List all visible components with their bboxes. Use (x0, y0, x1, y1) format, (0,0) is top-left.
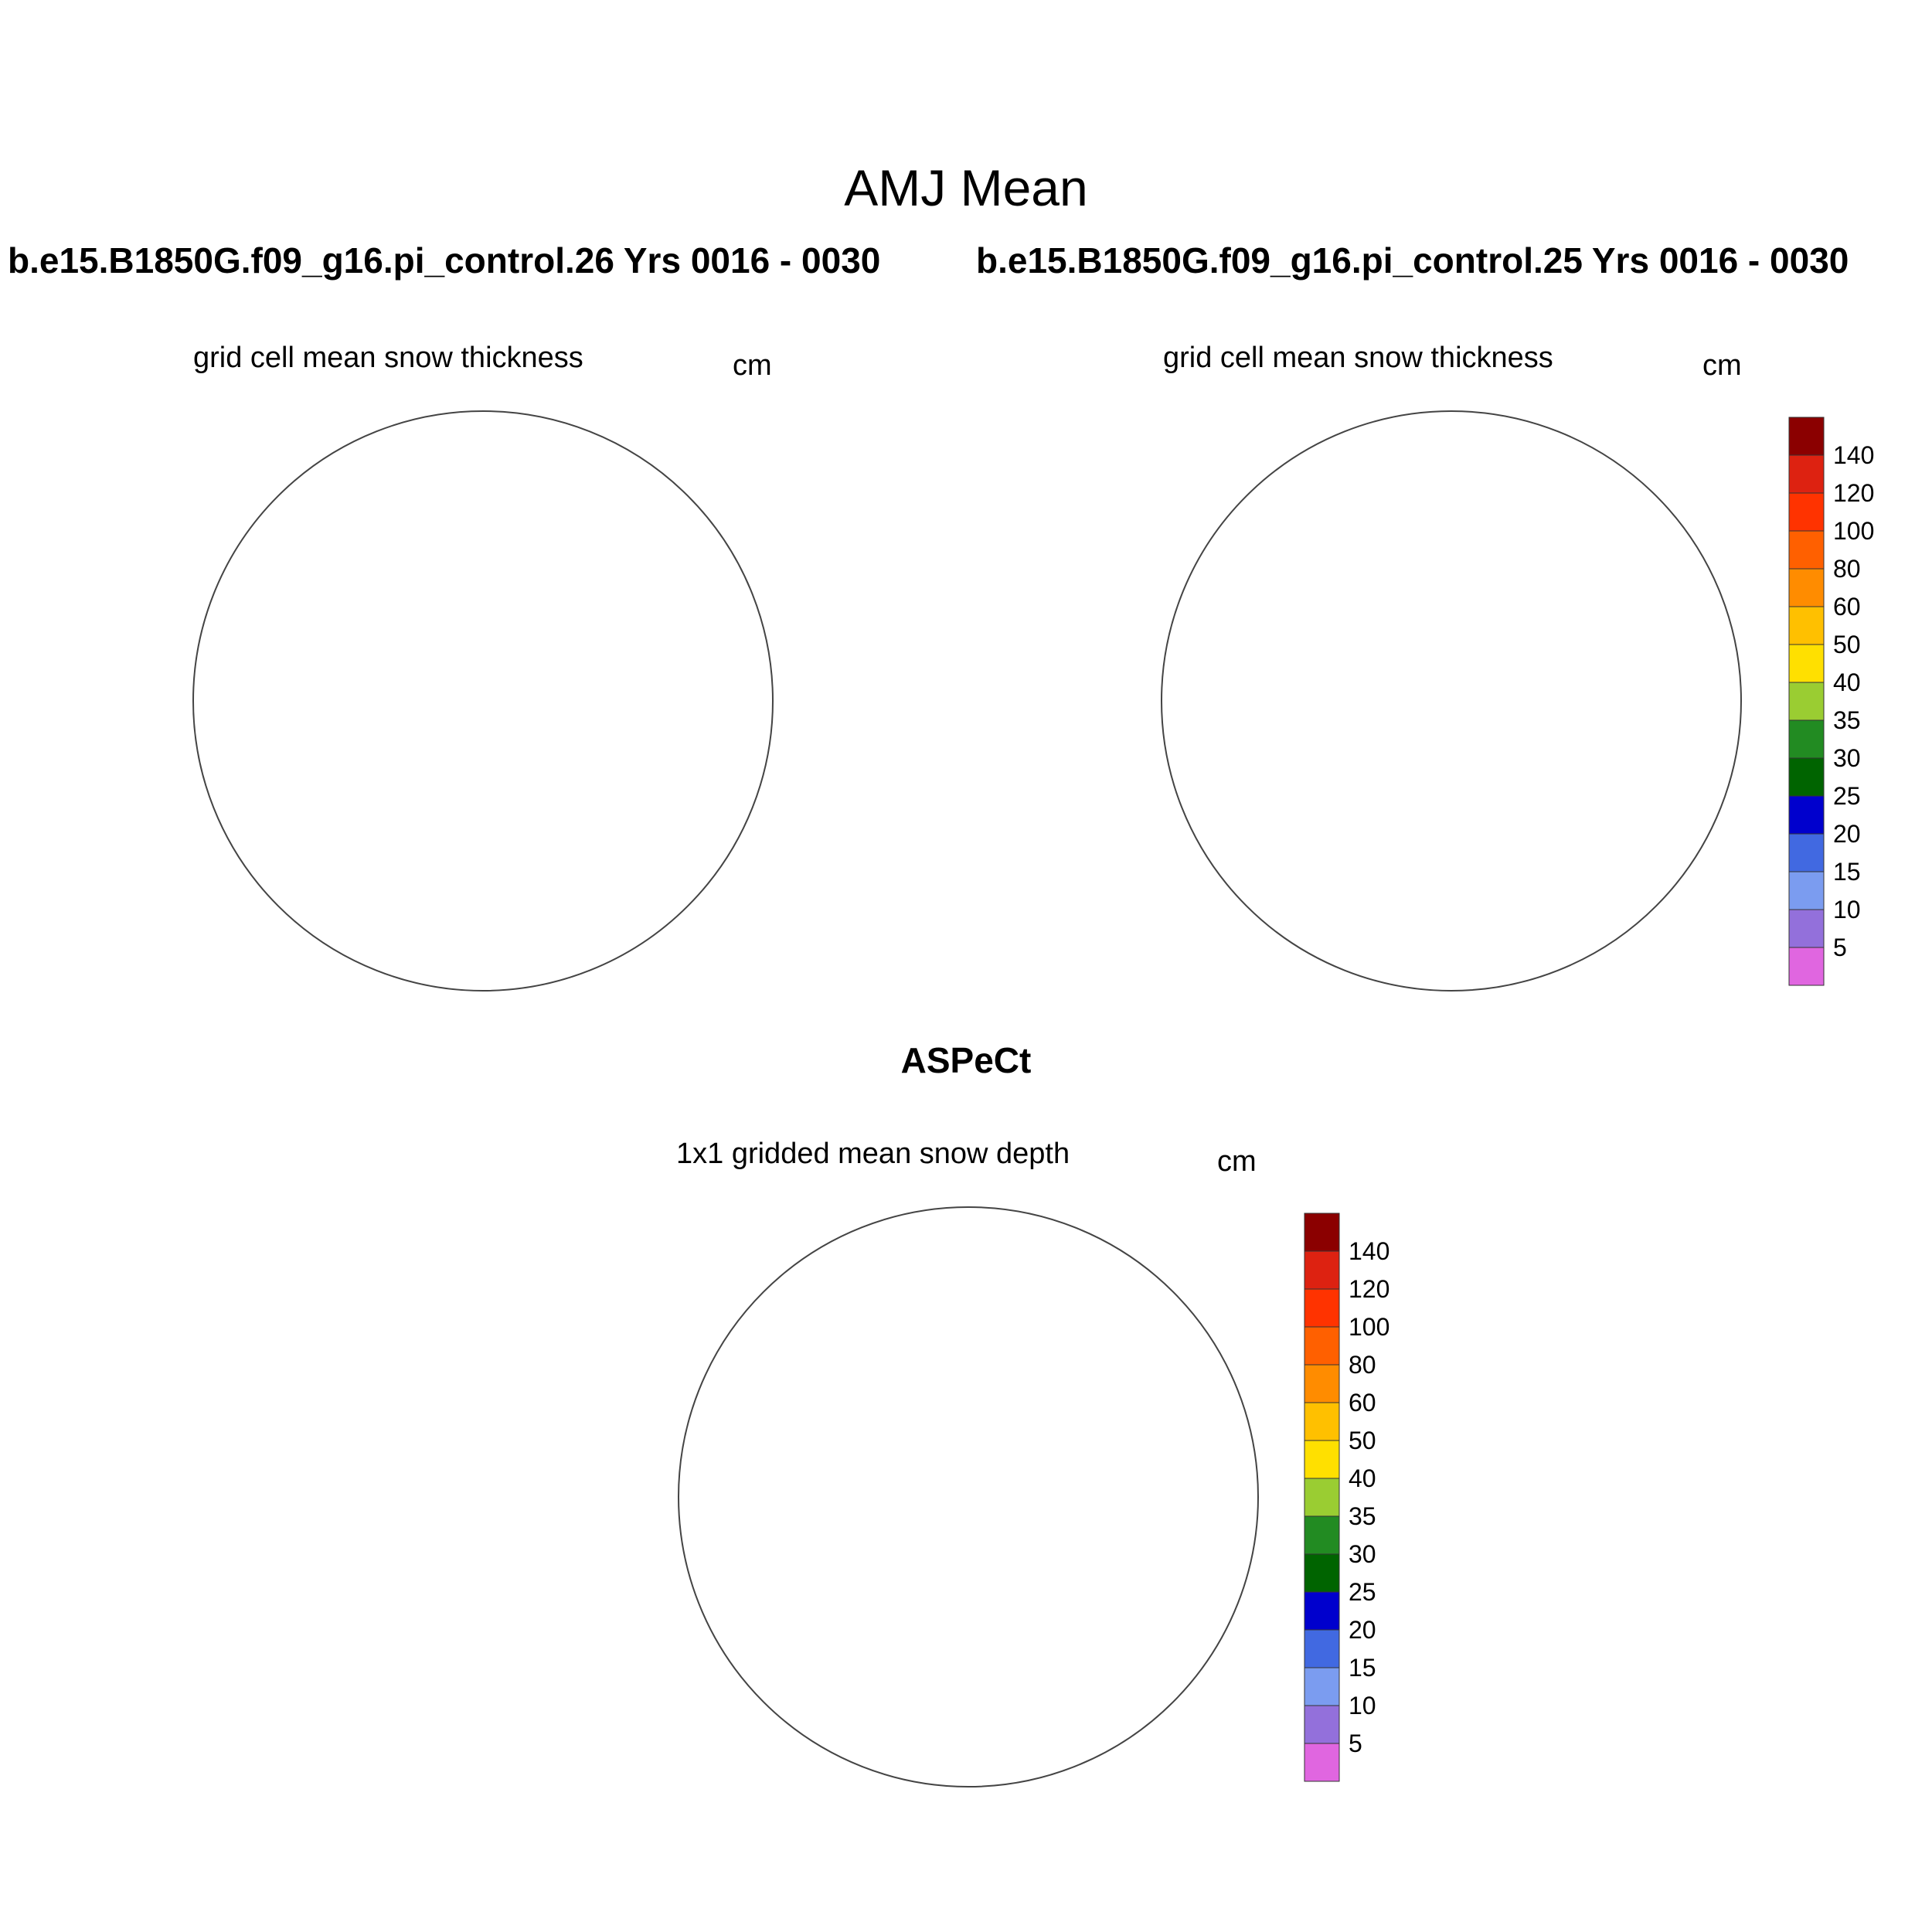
colorbar-swatch (1788, 417, 1825, 456)
colorbar-swatch (1788, 947, 1825, 986)
colorbar-label: 30 (1349, 1540, 1376, 1568)
ice-10cm (300, 515, 672, 851)
right-case-title: b.e15.B1850G.f09_g16.pi_control.25 Yrs 0… (976, 240, 1849, 281)
colorbar-swatch (1788, 795, 1825, 835)
panel3-units: cm (1217, 1145, 1257, 1178)
colorbar-swatch (1788, 644, 1825, 683)
ice-30cm (1309, 583, 1467, 807)
panel1-units: cm (733, 349, 772, 382)
ice-5cm (279, 491, 696, 869)
colorbar-label: 50 (1833, 631, 1861, 658)
colorbar-label: 120 (1833, 479, 1874, 507)
ice-40cm (1343, 614, 1420, 783)
panel3-frame (678, 1206, 1259, 1787)
colorbar-swatch (1788, 568, 1825, 607)
antarctica-land (327, 557, 645, 825)
panel2-map (1162, 411, 1741, 991)
panel3-map (679, 1207, 1258, 1787)
colorbar-swatch (1304, 1364, 1340, 1403)
colorbar-label: 140 (1833, 441, 1874, 469)
colorbar-label: 50 (1349, 1427, 1376, 1454)
figure-title: AMJ Mean (844, 159, 1088, 216)
ice-15cm (1282, 528, 1626, 841)
colorbar-swatch (1304, 1705, 1340, 1744)
colorbar-swatch (1304, 1250, 1340, 1290)
colorbar-swatch (1304, 1478, 1340, 1517)
colorbar-label: 40 (1349, 1464, 1376, 1492)
colorbar-label: 15 (1349, 1654, 1376, 1682)
colorbar-label: 40 (1833, 668, 1861, 696)
colorbar-bottom: 5 10 15 20 25 30 35 40 50 60 80 100 120 140 (1304, 1213, 1389, 1782)
colorbar-swatch (1304, 1288, 1340, 1328)
colorbar-label: 10 (1833, 896, 1861, 923)
left-case-title: b.e15.B1850G.f09_g16.pi_control.26 Yrs 0… (8, 240, 881, 281)
ice-40cm (334, 647, 475, 791)
colorbar-label: 25 (1349, 1578, 1376, 1606)
south-america-land (692, 1390, 747, 1441)
ice-20cm (1285, 541, 1570, 843)
colorbar-swatch (1304, 1213, 1340, 1252)
colorbar-swatch (1304, 1553, 1340, 1593)
obs-title: ASPeCt (900, 1040, 1032, 1080)
ice-25cm (1299, 552, 1498, 835)
colorbar-swatch (1788, 454, 1825, 494)
colorbar-swatch (1788, 682, 1825, 721)
ice-25cm (331, 552, 529, 835)
colorbar-label: 100 (1833, 517, 1874, 545)
antarctica-land (1295, 557, 1614, 825)
ice-60cm (344, 678, 460, 786)
colorbar-swatch (1788, 833, 1825, 872)
colorbar-label: 20 (1349, 1616, 1376, 1644)
colorbar-swatch (1788, 909, 1825, 948)
colorbar-swatch (1788, 757, 1825, 797)
colorbar-swatch (1304, 1326, 1340, 1366)
colorbar-label: 35 (1833, 706, 1861, 734)
colorbar-swatch (1788, 606, 1825, 645)
colorbar-swatch (1304, 1440, 1340, 1479)
colorbar-label: 20 (1833, 820, 1861, 848)
colorbar-label: 80 (1349, 1351, 1376, 1379)
ice-5cm (1247, 491, 1665, 869)
colorbar-label: 15 (1833, 858, 1861, 886)
panel2-subtitle: grid cell mean snow thickness (1163, 342, 1553, 374)
south-america-land (206, 594, 261, 645)
colorbar-label: 120 (1349, 1275, 1389, 1303)
panel2-frame (1161, 410, 1742, 992)
colorbar-top: 5 10 15 20 25 30 35 40 50 60 80 100 120 140 (1788, 417, 1874, 986)
ice-35cm (1316, 602, 1444, 791)
colorbar-label: 80 (1833, 555, 1861, 583)
ice-20cm (317, 541, 602, 843)
panel2-units: cm (1702, 349, 1742, 382)
colorbar-label: 30 (1833, 744, 1861, 772)
colorbar-swatch (1304, 1667, 1340, 1706)
colorbar-swatch (1304, 1743, 1340, 1782)
colorbar-swatch (1304, 1515, 1340, 1555)
ice-10cm (1268, 515, 1640, 851)
colorbar-swatch (1788, 492, 1825, 532)
colorbar-label: 5 (1833, 934, 1847, 961)
panel1-map (193, 411, 773, 991)
colorbar-swatch (1304, 1402, 1340, 1441)
colorbar-label: 100 (1349, 1313, 1389, 1341)
south-america-land (1175, 594, 1230, 645)
colorbar-label: 140 (1349, 1237, 1389, 1265)
colorbar-label: 10 (1349, 1692, 1376, 1719)
antarctica-land (812, 1353, 1131, 1621)
colorbar-label: 60 (1833, 593, 1861, 621)
panel1-subtitle: grid cell mean snow thickness (193, 342, 583, 374)
colorbar-swatch (1788, 871, 1825, 910)
colorbar-swatch (1304, 1629, 1340, 1668)
colorbar-label: 35 (1349, 1502, 1376, 1530)
colorbar-swatch (1304, 1591, 1340, 1631)
colorbar-swatch (1788, 530, 1825, 570)
panel3-subtitle: 1x1 gridded mean snow depth (676, 1138, 1070, 1170)
ice-15cm (314, 528, 658, 841)
colorbar-swatch (1788, 719, 1825, 759)
ice-30cm (342, 586, 499, 806)
colorbar-label: 60 (1349, 1389, 1376, 1417)
colorbar-label: 25 (1833, 782, 1861, 810)
panel1-frame (192, 410, 774, 992)
colorbar-label: 5 (1349, 1730, 1362, 1757)
